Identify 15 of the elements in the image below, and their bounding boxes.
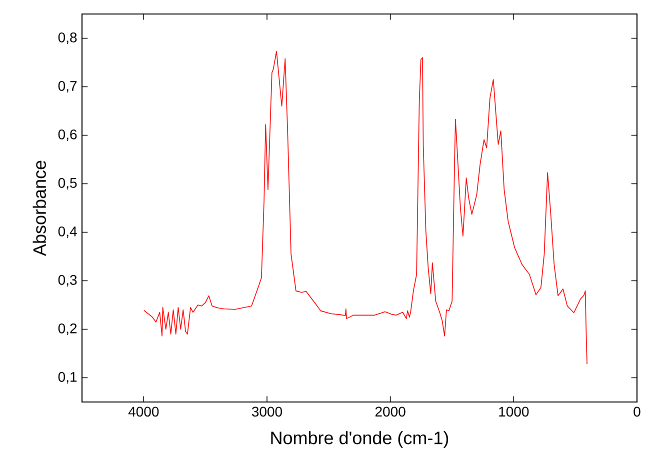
y-tick-label: 0,7 [58,80,77,93]
x-tick-label: 1000 [499,406,529,417]
y-tick-label: 0,8 [58,32,77,44]
y-tick-label: 0,4 [58,226,77,238]
y-tick-label: 0,1 [58,372,77,384]
y-axis-title: Absorbance [32,160,46,256]
y-tick-label: 0,6 [58,129,77,142]
y-tick-label: 0,2 [58,323,77,336]
x-tick-label: 2000 [375,406,406,417]
x-tick-label: 4000 [128,406,159,417]
x-tick-label: 3000 [252,406,282,417]
x-axis-title: Nombre d'onde (cm-1) [271,431,448,448]
y-tick-label: 0,3 [58,274,77,287]
y-tick-label: 0,5 [58,178,77,190]
x-tick-label: 0 [634,406,640,417]
